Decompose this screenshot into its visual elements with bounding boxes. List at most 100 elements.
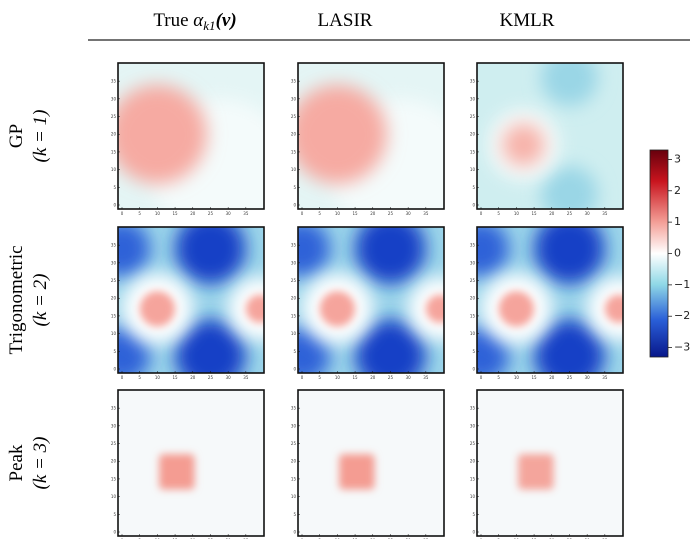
y-tick-label: 0 — [472, 530, 475, 535]
x-tick-label: 15 — [353, 375, 359, 380]
heatmap — [118, 227, 264, 373]
x-tick-label: 10 — [514, 211, 520, 216]
x-tick-label: 20 — [549, 211, 555, 216]
y-tick-label: 20 — [291, 132, 297, 137]
x-tick-label: 15 — [532, 211, 538, 216]
x-tick-label: 20 — [370, 211, 376, 216]
x-tick-label: 20 — [190, 375, 196, 380]
column-header: True αk1(v) — [153, 10, 236, 33]
heatmap — [118, 63, 264, 209]
y-tick-label: 25 — [470, 114, 476, 119]
column-header: LASIR — [318, 10, 373, 31]
y-tick-label: 35 — [291, 406, 297, 411]
x-tick-label: 5 — [497, 211, 500, 216]
panel-frame — [476, 389, 624, 537]
y-tick-label: 10 — [291, 167, 297, 172]
y-tick-label: 5 — [472, 512, 475, 517]
y-tick-label: 10 — [470, 494, 476, 499]
panel-frame — [476, 62, 624, 210]
y-tick-label: 25 — [111, 278, 117, 283]
x-tick-label: 25 — [388, 211, 394, 216]
x-tick-label: 15 — [353, 211, 359, 216]
y-tick-label: 30 — [111, 260, 117, 265]
y-tick-label: 35 — [470, 406, 476, 411]
heatmap-blob — [319, 291, 356, 327]
x-tick-label: 20 — [370, 375, 376, 380]
y-tick-label: 15 — [111, 149, 117, 154]
heatmap-peak — [518, 454, 554, 490]
colorbar-tick-label: 2 — [674, 184, 681, 197]
panel-frame — [117, 62, 265, 210]
x-tick-label: 10 — [155, 211, 161, 216]
y-tick-label: 35 — [291, 79, 297, 84]
y-tick-label: 30 — [470, 423, 476, 428]
colorbar-tick-label: 3 — [674, 152, 681, 165]
heatmap-blob — [502, 123, 545, 167]
y-tick-label: 0 — [472, 203, 475, 208]
y-tick-label: 5 — [113, 349, 116, 354]
x-tick-label: 30 — [226, 211, 232, 216]
y-tick-label: 25 — [111, 441, 117, 446]
row-label: (k = 2) — [30, 274, 51, 327]
x-tick-label: 25 — [388, 375, 394, 380]
y-tick-label: 25 — [470, 441, 476, 446]
colorbar-tick-label: −3 — [674, 341, 690, 354]
x-tick-label: 20 — [549, 375, 555, 380]
y-tick-label: 35 — [291, 243, 297, 248]
heatmap-blob — [298, 84, 387, 184]
colorbar-tick-label: −2 — [674, 309, 690, 322]
y-tick-label: 35 — [470, 243, 476, 248]
y-tick-label: 35 — [470, 79, 476, 84]
heatmap-blob — [534, 227, 605, 285]
x-tick-label: 15 — [173, 211, 179, 216]
y-tick-label: 15 — [111, 313, 117, 318]
x-tick-label: 10 — [335, 211, 341, 216]
y-tick-label: 35 — [111, 406, 117, 411]
heatmap-blob — [175, 319, 246, 373]
panel-frame — [297, 62, 445, 210]
heatmap-blob — [355, 319, 426, 373]
x-tick-label: 30 — [406, 375, 412, 380]
panel-frame — [117, 389, 265, 537]
y-tick-label: 20 — [111, 132, 117, 137]
y-tick-label: 10 — [291, 494, 297, 499]
y-tick-label: 30 — [291, 423, 297, 428]
y-tick-label: 10 — [111, 494, 117, 499]
panel-frame — [117, 226, 265, 374]
y-tick-label: 15 — [291, 313, 297, 318]
heatmap-blob — [118, 84, 207, 184]
y-tick-label: 5 — [472, 349, 475, 354]
y-tick-label: 15 — [111, 476, 117, 481]
y-tick-label: 15 — [470, 313, 476, 318]
y-tick-label: 30 — [291, 96, 297, 101]
heatmap — [118, 390, 264, 536]
heatmap-blob — [175, 227, 246, 285]
heatmap-peak — [339, 454, 375, 490]
x-tick-label: 10 — [335, 375, 341, 380]
y-tick-label: 10 — [470, 167, 476, 172]
y-tick-label: 5 — [472, 185, 475, 190]
y-tick-label: 25 — [111, 114, 117, 119]
heatmap-peak — [159, 454, 195, 490]
y-tick-label: 25 — [470, 278, 476, 283]
y-tick-label: 20 — [291, 296, 297, 301]
heatmap — [477, 63, 623, 209]
heatmap-blob — [245, 294, 264, 323]
x-tick-label: 30 — [406, 211, 412, 216]
y-tick-label: 20 — [470, 132, 476, 137]
y-tick-label: 20 — [111, 459, 117, 464]
y-tick-label: 10 — [111, 167, 117, 172]
y-tick-label: 5 — [113, 512, 116, 517]
y-tick-label: 0 — [293, 530, 296, 535]
x-tick-label: 35 — [243, 211, 249, 216]
heatmap — [477, 390, 623, 536]
y-tick-label: 5 — [293, 349, 296, 354]
x-tick-label: 35 — [423, 211, 429, 216]
y-tick-label: 15 — [470, 149, 476, 154]
y-tick-label: 20 — [111, 296, 117, 301]
x-tick-label: 15 — [173, 375, 179, 380]
x-tick-label: 5 — [318, 211, 321, 216]
column-header: KMLR — [500, 10, 555, 31]
heatmap-blob — [498, 291, 535, 327]
heatmap-blob — [541, 63, 598, 106]
